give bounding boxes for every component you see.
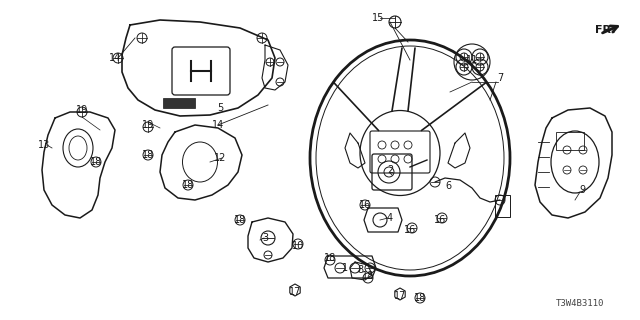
Bar (163, 98, 195, 108)
Text: 18: 18 (414, 293, 426, 303)
Text: 16: 16 (434, 215, 446, 225)
Text: FR.: FR. (595, 25, 616, 35)
Text: 14: 14 (212, 120, 224, 130)
Bar (495, 195, 510, 217)
Text: 4: 4 (387, 213, 393, 223)
Text: 18: 18 (234, 215, 246, 225)
Text: 18: 18 (90, 157, 102, 167)
Text: 16: 16 (359, 200, 371, 210)
Text: 19: 19 (142, 120, 154, 130)
Text: 17: 17 (289, 287, 301, 297)
Text: 18: 18 (362, 271, 374, 281)
Text: 18: 18 (324, 253, 336, 263)
Text: 2: 2 (387, 165, 393, 175)
Text: 17: 17 (394, 291, 406, 301)
Text: 19: 19 (76, 105, 88, 115)
Text: 5: 5 (217, 103, 223, 113)
Text: 16: 16 (404, 225, 416, 235)
Text: 3: 3 (262, 233, 268, 243)
Text: 13: 13 (38, 140, 50, 150)
Text: 15: 15 (372, 13, 384, 23)
Text: 18: 18 (182, 180, 194, 190)
Text: 14: 14 (109, 53, 121, 63)
Bar (556, 132, 584, 150)
Text: 11: 11 (466, 55, 478, 65)
Text: 6: 6 (445, 181, 451, 191)
Text: 8: 8 (357, 265, 363, 275)
Text: T3W4B3110: T3W4B3110 (556, 299, 604, 308)
Text: 7: 7 (497, 73, 503, 83)
Text: 12: 12 (214, 153, 226, 163)
Text: 18: 18 (142, 150, 154, 160)
Text: 1: 1 (342, 263, 348, 273)
Text: 9: 9 (579, 185, 585, 195)
Text: 10: 10 (292, 241, 304, 251)
